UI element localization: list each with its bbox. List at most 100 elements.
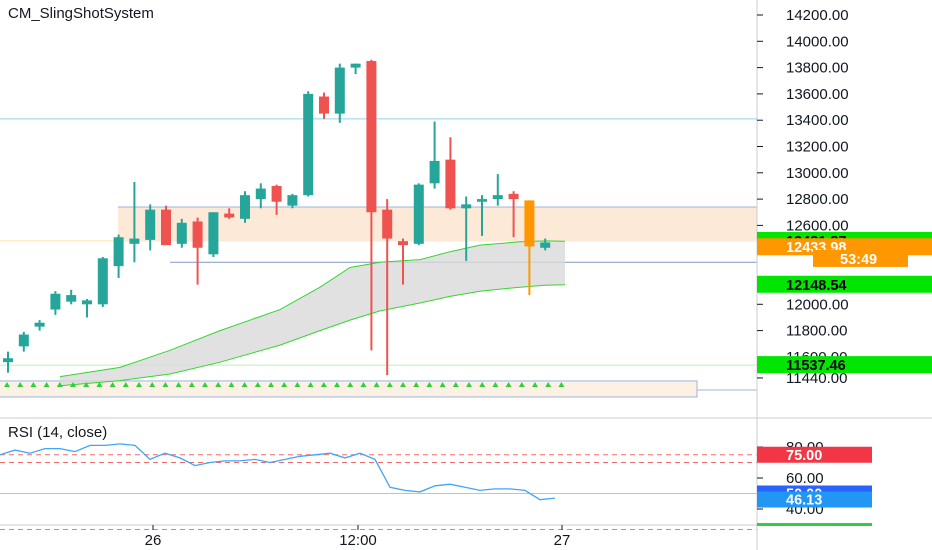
signal-triangle xyxy=(4,381,10,387)
candle-body xyxy=(461,204,472,209)
signal-triangle xyxy=(136,381,142,387)
price-tick-label: 14200.00 xyxy=(786,7,849,24)
rsi-line xyxy=(0,443,556,501)
signal-triangle xyxy=(400,381,406,387)
zone-box xyxy=(118,206,757,242)
signal-triangle xyxy=(122,381,129,387)
signal-triangle xyxy=(426,381,433,387)
signal-triangle xyxy=(109,381,116,387)
rsi-label: 75.00 xyxy=(786,448,822,464)
signal-triangle xyxy=(70,381,76,387)
signal-triangle xyxy=(188,381,195,387)
time-tick-label: 12:00 xyxy=(339,532,377,549)
candle-body xyxy=(161,209,171,246)
price-label: 12148.54 xyxy=(786,278,846,294)
candle-body xyxy=(97,258,108,305)
price-tick-label: 12000.00 xyxy=(786,296,849,313)
candle-body xyxy=(3,358,13,363)
price-pane[interactable] xyxy=(0,59,757,398)
candle-body xyxy=(334,67,345,114)
signal-triangle xyxy=(43,381,50,387)
signal-triangle xyxy=(492,381,499,387)
ema-fast-line xyxy=(59,240,566,378)
candle-body xyxy=(176,222,187,244)
candle-body xyxy=(492,195,503,200)
rsi-title: RSI (14, close) xyxy=(8,424,107,441)
price-label-bg xyxy=(813,249,908,267)
signal-triangle xyxy=(505,381,512,387)
signal-triangle xyxy=(30,381,37,387)
rsi-label-bg xyxy=(757,446,872,463)
signal-triangle xyxy=(294,381,301,387)
signal-triangle xyxy=(347,381,354,387)
signal-triangle xyxy=(281,381,288,387)
candle-body xyxy=(271,185,282,202)
signal-triangle xyxy=(17,381,24,387)
signal-triangle xyxy=(373,381,380,387)
signal-triangle xyxy=(334,381,340,387)
candle-body xyxy=(508,193,519,200)
signal-triangle xyxy=(439,381,446,387)
signal-triangle xyxy=(268,381,274,387)
signal-triangle xyxy=(202,381,208,387)
rsi-pane[interactable] xyxy=(0,443,757,530)
candle-body xyxy=(82,300,92,305)
candle-body xyxy=(224,213,235,218)
candle-body xyxy=(34,322,45,327)
signal-triangle xyxy=(320,381,327,387)
ema-band xyxy=(60,240,565,386)
candle-body xyxy=(398,241,408,246)
candle-body xyxy=(287,195,298,206)
price-tick-label: 13800.00 xyxy=(786,60,849,77)
price-tick-label: 14000.00 xyxy=(786,33,849,50)
signal-triangle xyxy=(518,381,525,387)
signal-triangle xyxy=(479,381,486,387)
signal-triangle xyxy=(56,381,63,387)
price-label: 11537.46 xyxy=(786,358,846,374)
signal-triangle xyxy=(228,381,235,387)
signal-triangle xyxy=(452,381,459,387)
signal-triangle xyxy=(83,381,90,387)
rsi-bottom-marker xyxy=(757,523,872,526)
price-tick-label: 12600.00 xyxy=(786,217,849,234)
signal-triangle xyxy=(532,381,538,387)
candle-body xyxy=(445,159,456,209)
price-tick-label: 13000.00 xyxy=(786,165,849,182)
signal-triangle xyxy=(545,381,552,387)
signal-triangle xyxy=(466,381,472,387)
price-tick-label: 11800.00 xyxy=(786,323,847,340)
rsi-label: 46.13 xyxy=(786,492,822,508)
price-label-bg xyxy=(757,275,932,293)
candle-body xyxy=(350,63,361,68)
candle-body xyxy=(429,160,440,184)
price-tick-label: 13600.00 xyxy=(786,86,849,103)
candle-body xyxy=(18,334,29,347)
signal-triangle xyxy=(413,381,420,387)
signal-triangle xyxy=(241,381,248,387)
indicator-title: CM_SlingShotSystem xyxy=(8,5,154,22)
candle-body xyxy=(477,199,487,202)
signal-triangle xyxy=(149,381,156,387)
signal-triangle xyxy=(307,381,314,387)
price-tick-label: 12800.00 xyxy=(786,191,849,208)
candle-body xyxy=(413,184,424,244)
candle-body xyxy=(145,209,156,240)
candle-body xyxy=(382,209,393,239)
signal-triangle xyxy=(162,381,169,387)
candle-body xyxy=(66,295,77,302)
ema-slow-line xyxy=(59,284,566,387)
candle-body xyxy=(366,61,377,213)
candle-body xyxy=(192,221,203,248)
candle-body xyxy=(524,200,535,247)
signal-triangle xyxy=(558,381,565,387)
candle-body xyxy=(113,237,124,267)
candle-body xyxy=(303,93,314,196)
candle-body xyxy=(129,238,140,244)
price-tick-label: 11440.00 xyxy=(786,370,847,387)
signal-triangle xyxy=(386,381,393,387)
rsi-tick-label: 60.00 xyxy=(786,470,824,487)
price-label: 53:49 xyxy=(840,252,877,268)
signal-triangle xyxy=(96,381,103,387)
signal-triangle xyxy=(215,381,222,387)
